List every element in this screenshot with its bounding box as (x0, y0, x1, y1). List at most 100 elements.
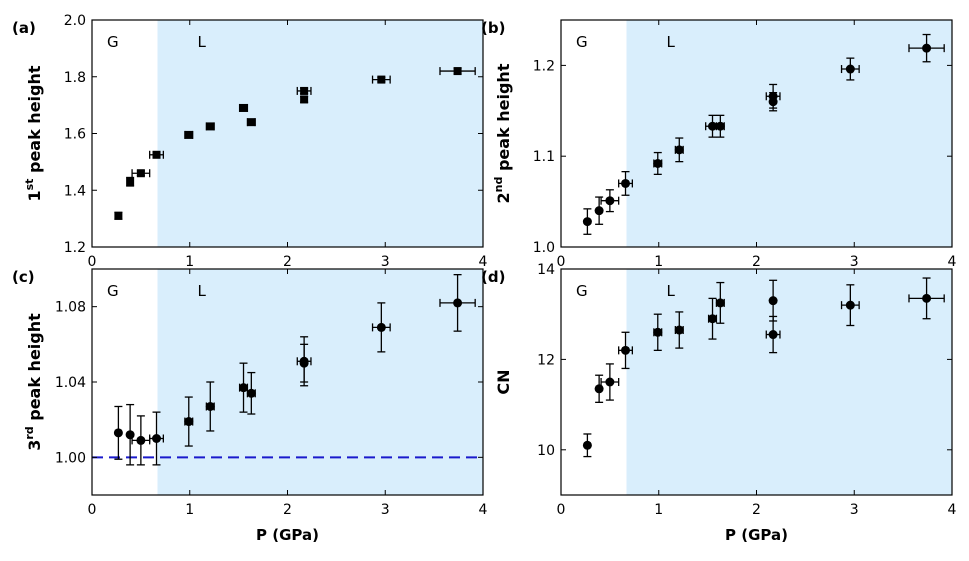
y-tick-label: 1.4 (64, 183, 86, 199)
x-tick-label: 0 (557, 502, 566, 518)
marker (845, 300, 855, 310)
data-point (238, 103, 249, 112)
data-point (439, 273, 476, 332)
axes-frame (91, 19, 484, 248)
liquid-region (626, 20, 952, 247)
marker (184, 417, 194, 427)
marker (653, 158, 663, 168)
data-point (184, 130, 194, 139)
data-point (653, 151, 663, 176)
panel-label: (a) (12, 19, 36, 37)
x-tick-label: 2 (283, 254, 292, 270)
marker (206, 122, 215, 131)
data-point (653, 313, 663, 352)
region-label-glass: G (107, 33, 119, 51)
x-tick-label: 2 (752, 502, 761, 518)
data-point (246, 371, 256, 415)
marker (377, 75, 386, 84)
data-point (618, 331, 634, 370)
marker (674, 145, 684, 155)
data-point (600, 363, 620, 401)
x-tick-label: 2 (283, 502, 292, 518)
y-tick-label: 1.0 (533, 240, 555, 256)
y-axis-label: 2nd peak height (492, 63, 513, 203)
x-tick-label: 4 (948, 502, 957, 518)
marker (594, 206, 604, 216)
data-point (299, 343, 309, 383)
data-point (205, 381, 215, 432)
x-tick-label: 0 (557, 254, 566, 270)
marker (922, 43, 932, 53)
data-point (149, 411, 165, 466)
region-label-liquid: L (197, 282, 206, 300)
marker (674, 325, 684, 335)
x-tick-label: 1 (185, 254, 194, 270)
x-tick-label: 3 (850, 502, 859, 518)
x-axis-label: P (GPa) (256, 526, 319, 544)
data-point (296, 86, 312, 95)
y-axis-label: CN (494, 369, 513, 394)
data-point (768, 91, 778, 112)
data-point (840, 284, 860, 327)
data-point (125, 403, 135, 466)
y-axis-label: 1st peak height (23, 65, 44, 201)
panel-label: (b) (481, 19, 505, 37)
data-point (205, 122, 215, 131)
marker (136, 169, 145, 178)
y-tick-label: 1.6 (64, 127, 86, 143)
marker (708, 121, 718, 131)
x-tick-label: 3 (850, 254, 859, 270)
data-point (674, 311, 684, 349)
x-tick-label: 4 (948, 254, 957, 270)
data-point (840, 57, 860, 81)
marker (136, 435, 146, 445)
marker (768, 97, 778, 107)
marker (605, 377, 615, 387)
marker (453, 298, 463, 308)
data-point (594, 196, 604, 225)
data-point (439, 67, 476, 76)
marker (126, 177, 135, 186)
marker (715, 121, 725, 131)
marker (708, 314, 718, 324)
data-point (705, 114, 721, 138)
data-point (300, 95, 309, 104)
marker (582, 217, 592, 227)
x-tick-label: 3 (381, 502, 390, 518)
marker (845, 64, 855, 74)
region-label-liquid: L (666, 33, 675, 51)
x-tick-label: 1 (654, 254, 663, 270)
data-point (113, 405, 123, 460)
marker (239, 103, 248, 112)
y-tick-label: 2.0 (64, 13, 86, 29)
marker (300, 86, 309, 95)
panel-label: (d) (481, 268, 505, 286)
data-point (707, 297, 718, 340)
data-point (582, 208, 592, 235)
y-tick-label: 1.08 (55, 300, 86, 316)
data-point (908, 33, 945, 63)
data-point (246, 118, 256, 127)
x-tick-label: 1 (185, 502, 194, 518)
marker (621, 345, 631, 355)
region-label-glass: G (576, 282, 588, 300)
y-tick-label: 10 (537, 443, 555, 459)
data-point (618, 170, 634, 196)
marker (152, 434, 162, 443)
data-point (131, 169, 151, 178)
marker (594, 384, 604, 394)
marker (768, 296, 778, 306)
axes-frame (560, 268, 953, 496)
x-axis-label: P (GPa) (725, 526, 788, 544)
y-tick-label: 1.2 (533, 58, 555, 74)
data-point (765, 315, 781, 354)
data-point (126, 176, 135, 187)
data-point (715, 114, 725, 138)
y-tick-label: 1.1 (533, 149, 555, 165)
marker (922, 293, 932, 303)
data-point (114, 211, 123, 220)
marker (239, 383, 249, 393)
data-point (582, 433, 592, 458)
marker (300, 95, 309, 104)
marker (453, 67, 462, 76)
